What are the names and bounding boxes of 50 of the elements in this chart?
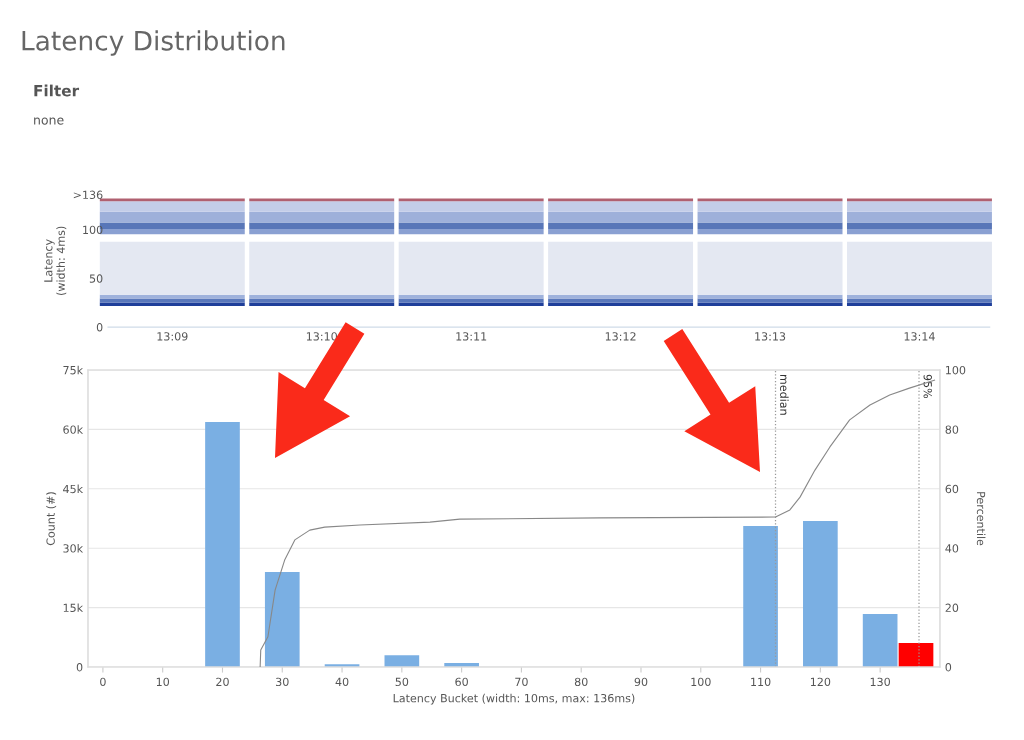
y-tick-label: 30k [63,544,84,553]
bar [384,655,420,668]
y-tick-label: 0 [76,663,83,672]
bar [264,571,300,668]
x-tick-label: 70 [515,677,528,687]
y-tick-label: 0 [96,323,103,332]
chart-title: Latency Distribution [22,30,285,56]
x-tick-label: 100 [691,677,711,687]
y2-tick-label: 60 [945,484,959,494]
x-tick-label: 50 [395,677,409,687]
x-tick-label: 20 [216,677,229,687]
y2-tick-label: 80 [945,425,959,434]
y-tick-label: 15k [63,603,84,613]
y-tick-label: 45k [63,484,84,494]
x-tick-label: 13:14 [904,332,935,341]
annotation: 95% [923,374,932,399]
x-tick-label: 13:12 [605,332,636,341]
x-tick-label: 13:09 [157,332,188,341]
y2-tick-label: 100 [946,365,966,375]
bar [205,421,240,668]
y2-tick-label: 20 [945,603,959,613]
y-axis-title: Count (#) [46,492,57,546]
y2-tick-label: 0 [945,663,952,672]
y2-tick-label: 40 [945,544,959,553]
y-tick-label: >136 [73,190,103,199]
x-tick-label: 30 [276,677,289,687]
y-tick-label: 50 [89,274,103,283]
text: Filter [34,84,80,97]
bar [862,613,898,668]
x-tick-label: 60 [455,677,468,687]
x-tick-label: 13:10 [306,332,337,341]
x-tick-label: 10 [156,677,170,687]
bar [803,520,838,668]
x-axis-title: Latency Bucket (width: 10ms, max: 136ms) [393,693,635,705]
x-tick-label: 90 [634,677,648,687]
annotation: median [780,374,789,415]
y-tick-label: 60k [63,425,84,434]
bar [743,526,778,668]
y-axis-title: Latency (width: 4ms) [44,226,67,296]
x-tick-label: 13:13 [755,332,786,341]
x-tick-label: 80 [574,677,588,687]
x-tick-label: 13:11 [456,332,487,341]
x-tick-label: 130 [870,677,891,687]
y-tick-label: 75k [63,365,84,375]
y2-axis-title: Percentile [976,492,986,546]
x-tick-label: 110 [751,677,771,687]
text: none [34,117,64,125]
bar [898,642,934,668]
x-tick-label: 40 [335,677,349,687]
x-tick-label: 120 [810,677,831,687]
